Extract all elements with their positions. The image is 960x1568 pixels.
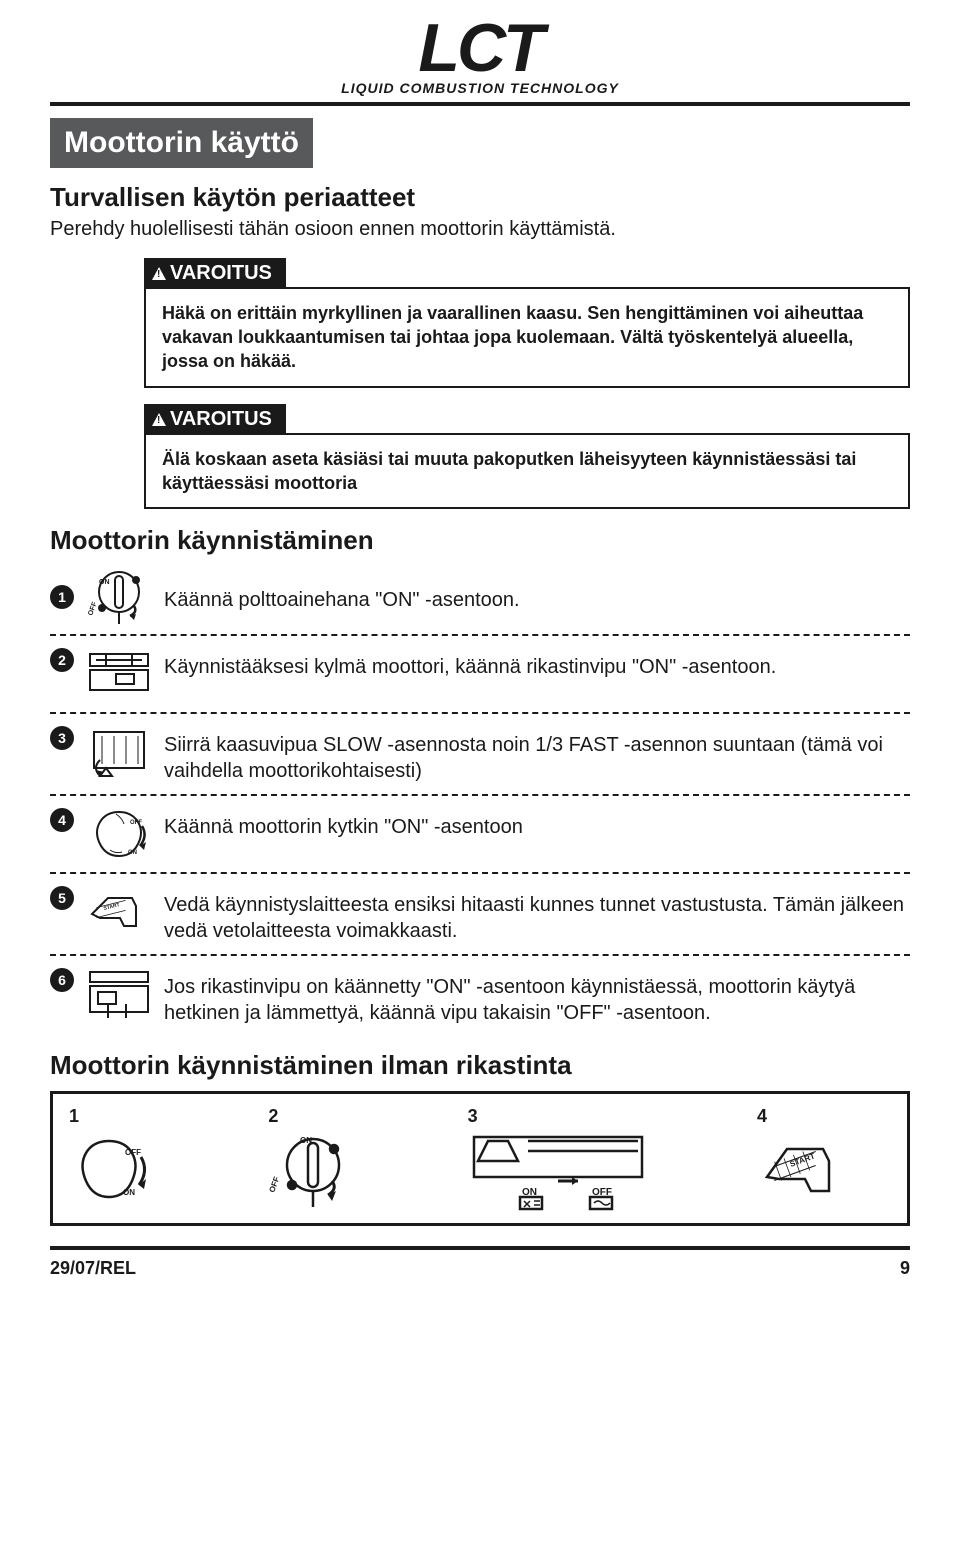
bottom-step-2: 2 ON OFF bbox=[268, 1106, 358, 1211]
svg-text:OFF: OFF bbox=[87, 601, 99, 617]
step-text: Käynnistääksesi kylmä moottori, käännä r… bbox=[164, 646, 910, 680]
step-badge: 2 bbox=[50, 648, 74, 672]
choke-lever-icon bbox=[86, 646, 152, 702]
step-row-2: 2 Käynnistääksesi kylmä moottori, käännä… bbox=[50, 640, 910, 708]
warning-tag: VAROITUS bbox=[144, 258, 286, 289]
step-text: Käännä moottorin kytkin "ON" -asentoon bbox=[164, 806, 910, 840]
svg-text:OFF: OFF bbox=[125, 1148, 141, 1157]
pull-starter-icon: START bbox=[757, 1131, 847, 1211]
step-text: Vedä käynnistyslaitteesta ensiksi hitaas… bbox=[164, 884, 910, 944]
svg-text:ON: ON bbox=[99, 579, 110, 586]
warning-triangle-icon bbox=[152, 267, 166, 280]
bottom-step-4: 4 START bbox=[757, 1106, 847, 1211]
bottom-num: 3 bbox=[468, 1106, 478, 1127]
step-divider bbox=[50, 712, 910, 714]
step-text: Käännä polttoainehana "ON" -asentoon. bbox=[164, 579, 910, 613]
logo-block: LCT LIQUID COMBUSTION TECHNOLOGY bbox=[50, 20, 910, 96]
bottom-num: 2 bbox=[268, 1106, 278, 1127]
step-divider bbox=[50, 954, 910, 956]
header-rule bbox=[50, 102, 910, 106]
footer-left: 29/07/REL bbox=[50, 1258, 136, 1279]
principles-heading: Turvallisen käytön periaatteet bbox=[50, 182, 910, 213]
start-heading: Moottorin käynnistäminen bbox=[50, 525, 910, 556]
svg-text:ON: ON bbox=[128, 850, 137, 856]
warning-triangle-icon bbox=[152, 413, 166, 426]
step-divider bbox=[50, 872, 910, 874]
warning-box-2: VAROITUS Älä koskaan aseta käsiäsi tai m… bbox=[144, 404, 910, 510]
warning-body: Älä koskaan aseta käsiäsi tai muuta pako… bbox=[144, 433, 910, 510]
engine-switch-icon: OFF ON bbox=[69, 1131, 159, 1211]
svg-text:ON: ON bbox=[300, 1136, 312, 1145]
bottom-step-3: 3 ONOFF bbox=[468, 1106, 648, 1211]
step-row-3: 3 Siirrä kaasuvipua SLOW -asennosta noin… bbox=[50, 718, 910, 790]
warning-tag: VAROITUS bbox=[144, 404, 286, 435]
footer-page-number: 9 bbox=[900, 1258, 910, 1279]
warning-body: Häkä on erittäin myrkyllinen ja vaaralli… bbox=[144, 287, 910, 388]
fuel-valve-icon: ON OFF bbox=[268, 1131, 358, 1211]
bottom-num: 1 bbox=[69, 1106, 79, 1127]
step-text: Jos rikastinvipu on käännetty "ON" -asen… bbox=[164, 966, 910, 1026]
warning-label: VAROITUS bbox=[170, 262, 272, 284]
step-badge: 4 bbox=[50, 808, 74, 832]
section-title: Moottorin käyttö bbox=[50, 118, 313, 168]
bottom-step-1: 1 OFF ON bbox=[69, 1106, 159, 1211]
step-badge: 5 bbox=[50, 886, 74, 910]
footer-rule bbox=[50, 1246, 910, 1250]
step-badge: 1 bbox=[50, 585, 74, 609]
step-badge: 3 bbox=[50, 726, 74, 750]
choke-off-icon bbox=[86, 966, 152, 1022]
logo-text: LCT bbox=[50, 20, 910, 78]
svg-text:ON: ON bbox=[123, 1188, 135, 1197]
principles-text: Perehdy huolellisesti tähän osioon ennen… bbox=[50, 217, 910, 242]
step-divider bbox=[50, 794, 910, 796]
bottom-num: 4 bbox=[757, 1106, 767, 1127]
step-row-4: 4 OFF ON Käännä moottorin kytkin "ON" -as… bbox=[50, 800, 910, 868]
without-choke-box: 1 OFFON 2 ONOFF 3 ONOFF 4 START bbox=[50, 1091, 910, 1226]
svg-text:OFF: OFF bbox=[130, 820, 142, 826]
step-row-6: 6 Jos rikastinvipu on käännetty "ON" -as… bbox=[50, 960, 910, 1032]
logo-subtitle: LIQUID COMBUSTION TECHNOLOGY bbox=[50, 80, 910, 96]
throttle-lever-icon bbox=[86, 724, 152, 780]
step-row-5: 5 START Vedä käynnistyslaitteesta ensiks… bbox=[50, 878, 910, 950]
warning-label: VAROITUS bbox=[170, 408, 272, 430]
step-badge: 6 bbox=[50, 968, 74, 992]
throttle-panel-icon: ONOFF bbox=[468, 1131, 648, 1211]
without-choke-heading: Moottorin käynnistäminen ilman rikastint… bbox=[50, 1050, 910, 1081]
pull-starter-icon: START bbox=[86, 884, 152, 940]
page-footer: 29/07/REL 9 bbox=[50, 1258, 910, 1279]
step-row-1: 1 ON OFF Käännä polttoainehana "ON" -asen… bbox=[50, 562, 910, 630]
warning-box-1: VAROITUS Häkä on erittäin myrkyllinen ja… bbox=[144, 258, 910, 388]
engine-switch-icon: OFF ON bbox=[86, 806, 152, 862]
svg-text:OFF: OFF bbox=[268, 1176, 281, 1194]
step-text: Siirrä kaasuvipua SLOW -asennosta noin 1… bbox=[164, 724, 910, 784]
step-divider bbox=[50, 634, 910, 636]
fuel-valve-icon: ON OFF bbox=[86, 568, 152, 624]
